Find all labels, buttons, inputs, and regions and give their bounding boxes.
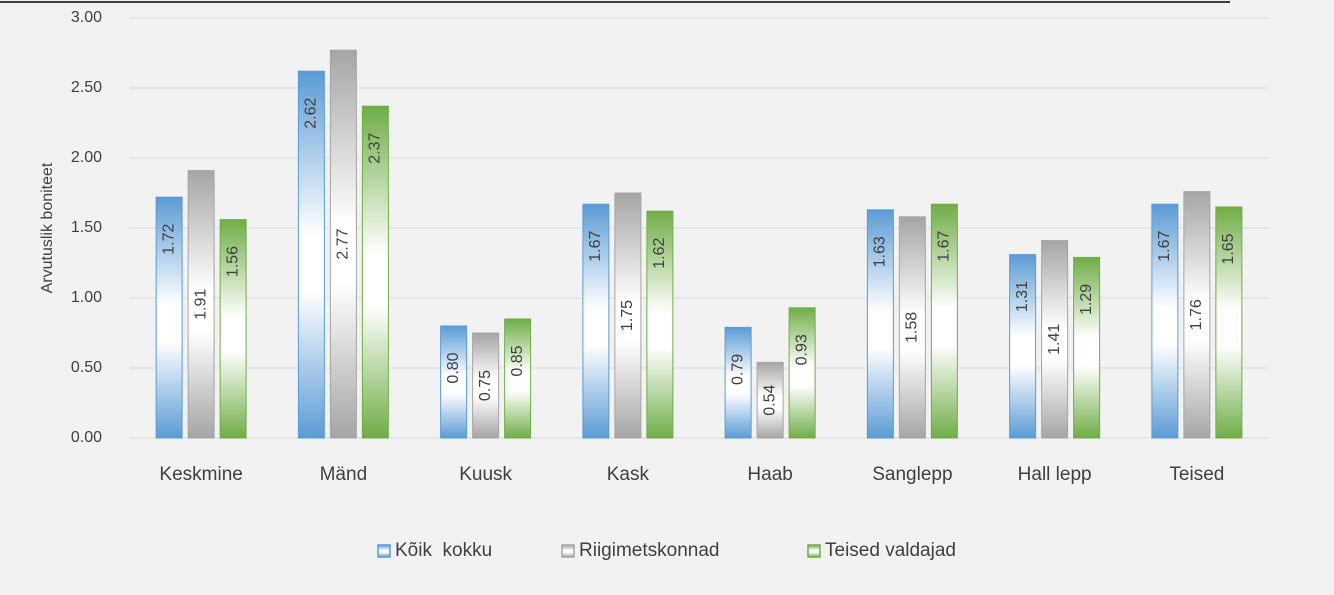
bar	[472, 332, 500, 439]
legend-label: Teised valdajad	[825, 540, 956, 561]
bar	[1215, 206, 1243, 439]
value-label: 1.67	[936, 231, 953, 262]
y-tick-label: 3.00	[71, 9, 102, 26]
value-label: 0.54	[761, 385, 778, 416]
value-label: 1.31	[1014, 281, 1031, 312]
bar	[1073, 256, 1101, 439]
bar	[187, 170, 215, 439]
x-tick-label: Kuusk	[459, 464, 512, 485]
x-tick-label: Haab	[747, 464, 792, 485]
bar	[930, 203, 958, 439]
value-label: 1.65	[1220, 233, 1237, 264]
value-label: 1.41	[1046, 324, 1063, 355]
bar	[1151, 203, 1179, 439]
legend-swatch	[807, 544, 821, 558]
x-tick-label: Teised	[1169, 464, 1224, 485]
bar	[646, 210, 674, 439]
x-tick-label: Mänd	[320, 464, 368, 485]
legend-label: Riigimetskonnad	[579, 540, 719, 561]
y-tick-label: 2.00	[71, 149, 102, 166]
value-label: 1.67	[1156, 231, 1173, 262]
value-label: 1.62	[651, 238, 668, 269]
y-axis-label: Arvutuslik boniteet	[39, 162, 56, 293]
bar	[329, 49, 357, 439]
y-tick-label: 0.00	[71, 429, 102, 446]
value-label: 2.37	[367, 133, 384, 164]
bar	[1009, 254, 1037, 439]
legend-swatch	[561, 544, 575, 558]
bar	[504, 318, 532, 439]
value-label: 1.76	[1188, 299, 1205, 330]
bar	[219, 219, 247, 439]
y-tick-label: 0.50	[71, 359, 102, 376]
bar	[297, 70, 325, 439]
bar	[614, 192, 642, 439]
value-label: 1.56	[224, 246, 241, 277]
value-label: 2.62	[303, 98, 320, 129]
bar	[724, 326, 752, 439]
bar	[788, 307, 816, 439]
bar	[898, 216, 926, 439]
x-tick-label: Keskmine	[159, 464, 242, 485]
bar	[582, 203, 610, 439]
y-tick-label: 2.50	[71, 79, 102, 96]
value-label: 1.58	[904, 312, 921, 343]
value-label: 1.72	[160, 224, 177, 255]
legend-swatch	[377, 544, 391, 558]
bar	[756, 361, 784, 439]
bar	[866, 209, 894, 439]
value-label: 0.75	[477, 370, 494, 401]
x-tick-label: Kask	[607, 464, 650, 485]
value-label: 1.75	[619, 300, 636, 331]
y-tick-label: 1.50	[71, 219, 102, 236]
x-tick-label: Sanglepp	[872, 464, 952, 485]
y-tick-label: 1.00	[71, 289, 102, 306]
bar	[155, 196, 183, 439]
x-tick-label: Hall lepp	[1018, 464, 1092, 485]
bar	[1041, 240, 1069, 439]
bar	[361, 105, 389, 439]
bar	[440, 325, 468, 439]
value-label: 0.80	[445, 352, 462, 383]
bar	[1183, 191, 1211, 439]
value-label: 1.67	[587, 231, 604, 262]
value-label: 0.85	[509, 345, 526, 376]
value-label: 1.91	[192, 289, 209, 320]
value-label: 0.93	[793, 334, 810, 365]
value-label: 1.63	[872, 236, 889, 267]
value-label: 0.79	[729, 354, 746, 385]
value-label: 1.29	[1078, 284, 1095, 315]
legend-label: Kõik kokku	[395, 540, 492, 561]
value-label: 2.77	[335, 228, 352, 259]
